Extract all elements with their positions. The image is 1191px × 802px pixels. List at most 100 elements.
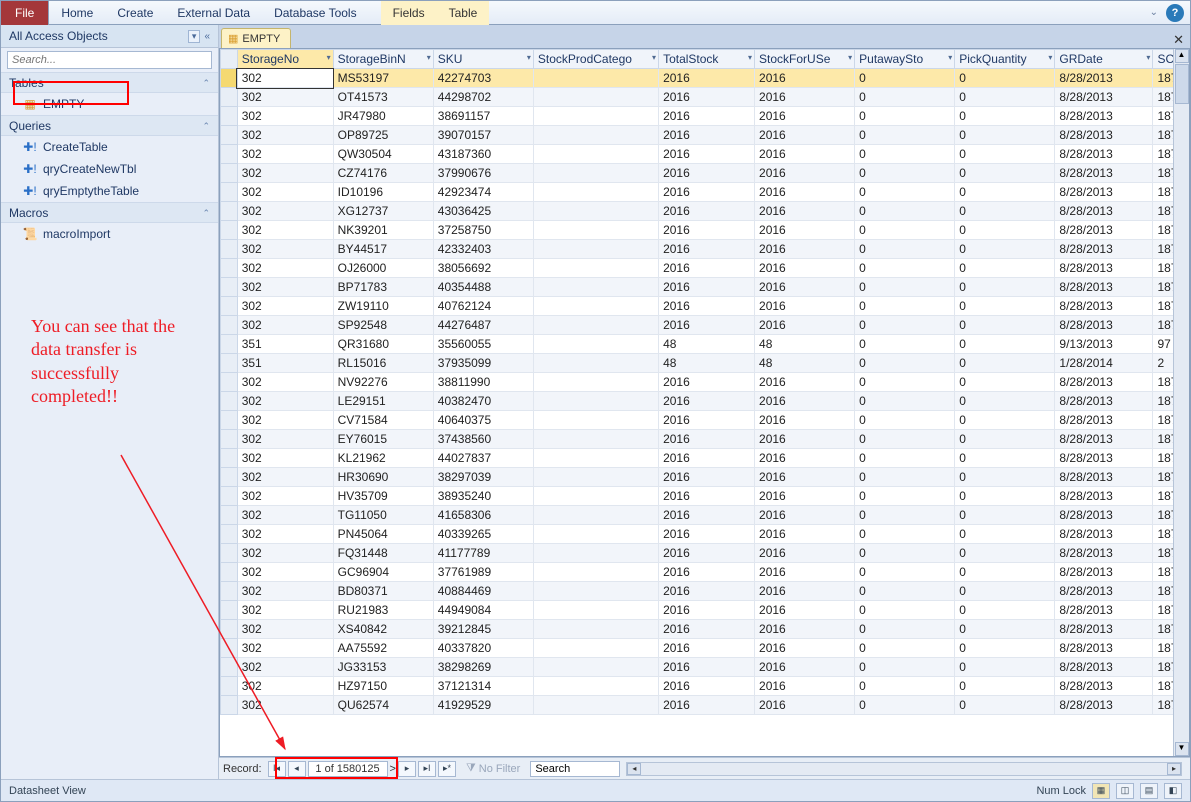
grid-cell[interactable]: 2016: [659, 183, 755, 202]
grid-cell[interactable]: 0: [955, 373, 1055, 392]
table-row[interactable]: 302QW305044318736020162016008/28/2013187: [221, 145, 1189, 164]
grid-cell[interactable]: 0: [855, 677, 955, 696]
nav-group-header[interactable]: Macros⌃: [1, 202, 218, 223]
grid-cell[interactable]: 40762124: [433, 297, 533, 316]
grid-cell[interactable]: 0: [955, 658, 1055, 677]
grid-cell[interactable]: 38298269: [433, 658, 533, 677]
grid-cell[interactable]: 8/28/2013: [1055, 639, 1153, 658]
grid-cell[interactable]: 0: [855, 335, 955, 354]
column-header[interactable]: StockProdCatego▾: [533, 50, 658, 69]
column-dropdown-icon[interactable]: ▾: [652, 53, 656, 62]
grid-cell[interactable]: 2016: [659, 392, 755, 411]
nav-pane-header[interactable]: All Access Objects ▾ «: [1, 25, 218, 48]
row-selector[interactable]: [221, 468, 238, 487]
grid-cell[interactable]: 302: [237, 468, 333, 487]
row-selector[interactable]: [221, 696, 238, 715]
grid-cell[interactable]: KL21962: [333, 449, 433, 468]
grid-cell[interactable]: 37990676: [433, 164, 533, 183]
table-row[interactable]: 302HV357093893524020162016008/28/2013187: [221, 487, 1189, 506]
grid-cell[interactable]: [533, 183, 658, 202]
grid-cell[interactable]: 0: [855, 525, 955, 544]
grid-cell[interactable]: [533, 525, 658, 544]
grid-cell[interactable]: 0: [955, 240, 1055, 259]
row-selector[interactable]: [221, 354, 238, 373]
nav-item[interactable]: ▦EMPTY: [1, 93, 218, 115]
grid-cell[interactable]: 0: [855, 164, 955, 183]
grid-cell[interactable]: 351: [237, 354, 333, 373]
grid-cell[interactable]: 0: [955, 506, 1055, 525]
grid-cell[interactable]: FQ31448: [333, 544, 433, 563]
grid-cell[interactable]: 0: [855, 221, 955, 240]
grid-cell[interactable]: 0: [855, 373, 955, 392]
grid-cell[interactable]: [533, 145, 658, 164]
grid-cell[interactable]: 0: [955, 354, 1055, 373]
grid-cell[interactable]: MS53197: [333, 69, 433, 88]
grid-cell[interactable]: 37121314: [433, 677, 533, 696]
grid-cell[interactable]: 44298702: [433, 88, 533, 107]
grid-cell[interactable]: 302: [237, 183, 333, 202]
grid-cell[interactable]: 40382470: [433, 392, 533, 411]
row-selector[interactable]: [221, 183, 238, 202]
grid-cell[interactable]: 2016: [755, 145, 855, 164]
scroll-up-icon[interactable]: ▲: [1175, 49, 1189, 63]
grid-cell[interactable]: 302: [237, 107, 333, 126]
table-row[interactable]: 302OP897253907015720162016008/28/2013187: [221, 126, 1189, 145]
table-row[interactable]: 302LE291514038247020162016008/28/2013187: [221, 392, 1189, 411]
grid-cell[interactable]: BY44517: [333, 240, 433, 259]
grid-cell[interactable]: 2016: [659, 506, 755, 525]
row-selector[interactable]: [221, 601, 238, 620]
grid-cell[interactable]: 0: [955, 145, 1055, 164]
grid-cell[interactable]: 0: [855, 563, 955, 582]
grid-cell[interactable]: 0: [855, 183, 955, 202]
table-row[interactable]: 302HZ971503712131420162016008/28/2013187: [221, 677, 1189, 696]
grid-cell[interactable]: QU62574: [333, 696, 433, 715]
table-row[interactable]: 302AA755924033782020162016008/28/2013187: [221, 639, 1189, 658]
table-row[interactable]: 302EY760153743856020162016008/28/2013187: [221, 430, 1189, 449]
column-header[interactable]: StorageNo▾: [237, 50, 333, 69]
grid-cell[interactable]: CZ74176: [333, 164, 433, 183]
grid-cell[interactable]: 0: [855, 278, 955, 297]
grid-cell[interactable]: 2016: [755, 240, 855, 259]
grid-cell[interactable]: 8/28/2013: [1055, 221, 1153, 240]
grid-cell[interactable]: 302: [237, 620, 333, 639]
ribbon-tab[interactable]: External Data: [165, 1, 262, 25]
grid-cell[interactable]: 8/28/2013: [1055, 411, 1153, 430]
grid-cell[interactable]: [533, 677, 658, 696]
grid-cell[interactable]: 2016: [659, 69, 755, 88]
grid-cell[interactable]: 302: [237, 392, 333, 411]
nav-pane-collapse-icon[interactable]: «: [204, 31, 210, 42]
grid-cell[interactable]: 2016: [755, 525, 855, 544]
grid-cell[interactable]: 2016: [755, 278, 855, 297]
grid-cell[interactable]: 37258750: [433, 221, 533, 240]
row-selector[interactable]: [221, 164, 238, 183]
grid-cell[interactable]: 2016: [755, 411, 855, 430]
grid-cell[interactable]: 0: [955, 164, 1055, 183]
grid-cell[interactable]: 2016: [755, 468, 855, 487]
grid-cell[interactable]: 0: [855, 411, 955, 430]
grid-cell[interactable]: 302: [237, 316, 333, 335]
grid-cell[interactable]: [533, 221, 658, 240]
grid-cell[interactable]: TG11050: [333, 506, 433, 525]
grid-cell[interactable]: 2016: [659, 373, 755, 392]
grid-cell[interactable]: [533, 259, 658, 278]
grid-cell[interactable]: 302: [237, 145, 333, 164]
grid-cell[interactable]: 0: [955, 221, 1055, 240]
grid-cell[interactable]: 8/28/2013: [1055, 525, 1153, 544]
grid-cell[interactable]: 302: [237, 278, 333, 297]
grid-cell[interactable]: PN45064: [333, 525, 433, 544]
grid-cell[interactable]: 302: [237, 411, 333, 430]
grid-cell[interactable]: 0: [955, 107, 1055, 126]
nav-group-header[interactable]: Tables⌃: [1, 72, 218, 93]
grid-cell[interactable]: 2016: [659, 145, 755, 164]
column-header[interactable]: GRDate▾: [1055, 50, 1153, 69]
grid-cell[interactable]: 41177789: [433, 544, 533, 563]
grid-cell[interactable]: 48: [659, 354, 755, 373]
column-dropdown-icon[interactable]: ▾: [848, 53, 852, 62]
grid-cell[interactable]: [533, 126, 658, 145]
row-selector[interactable]: [221, 411, 238, 430]
grid-cell[interactable]: 8/28/2013: [1055, 696, 1153, 715]
grid-cell[interactable]: 40640375: [433, 411, 533, 430]
grid-cell[interactable]: CV71584: [333, 411, 433, 430]
grid-cell[interactable]: 2016: [659, 696, 755, 715]
grid-cell[interactable]: 302: [237, 88, 333, 107]
